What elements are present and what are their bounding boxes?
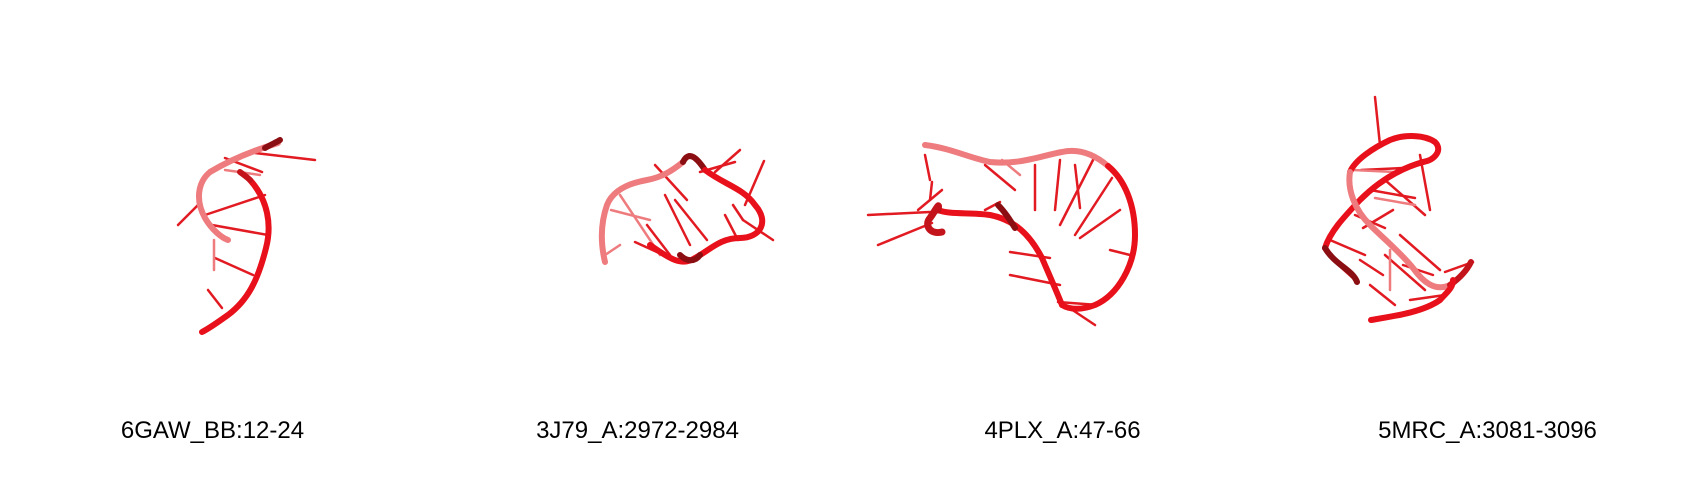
rna-structure-image-2 <box>598 148 775 265</box>
structure-panel-3: 4PLX_A:47-66 <box>850 0 1275 480</box>
rna-structure-image-3 <box>866 142 1139 327</box>
rna-structure-image-1 <box>176 137 317 335</box>
rna-structure-image-4 <box>1322 95 1475 323</box>
structure-label-1: 6GAW_BB:12-24 <box>120 417 305 444</box>
structure-panel-1: 6GAW_BB:12-24 <box>0 0 425 480</box>
structure-panel-2: 3J79_A:2972-2984 <box>425 0 850 480</box>
structure-label-4: 5MRC_A:3081-3096 <box>1378 417 1597 444</box>
structure-panel-4: 5MRC_A:3081-3096 <box>1275 0 1700 480</box>
structure-label-3: 4PLX_A:47-66 <box>984 417 1141 444</box>
structure-label-2: 3J79_A:2972-2984 <box>536 417 739 444</box>
